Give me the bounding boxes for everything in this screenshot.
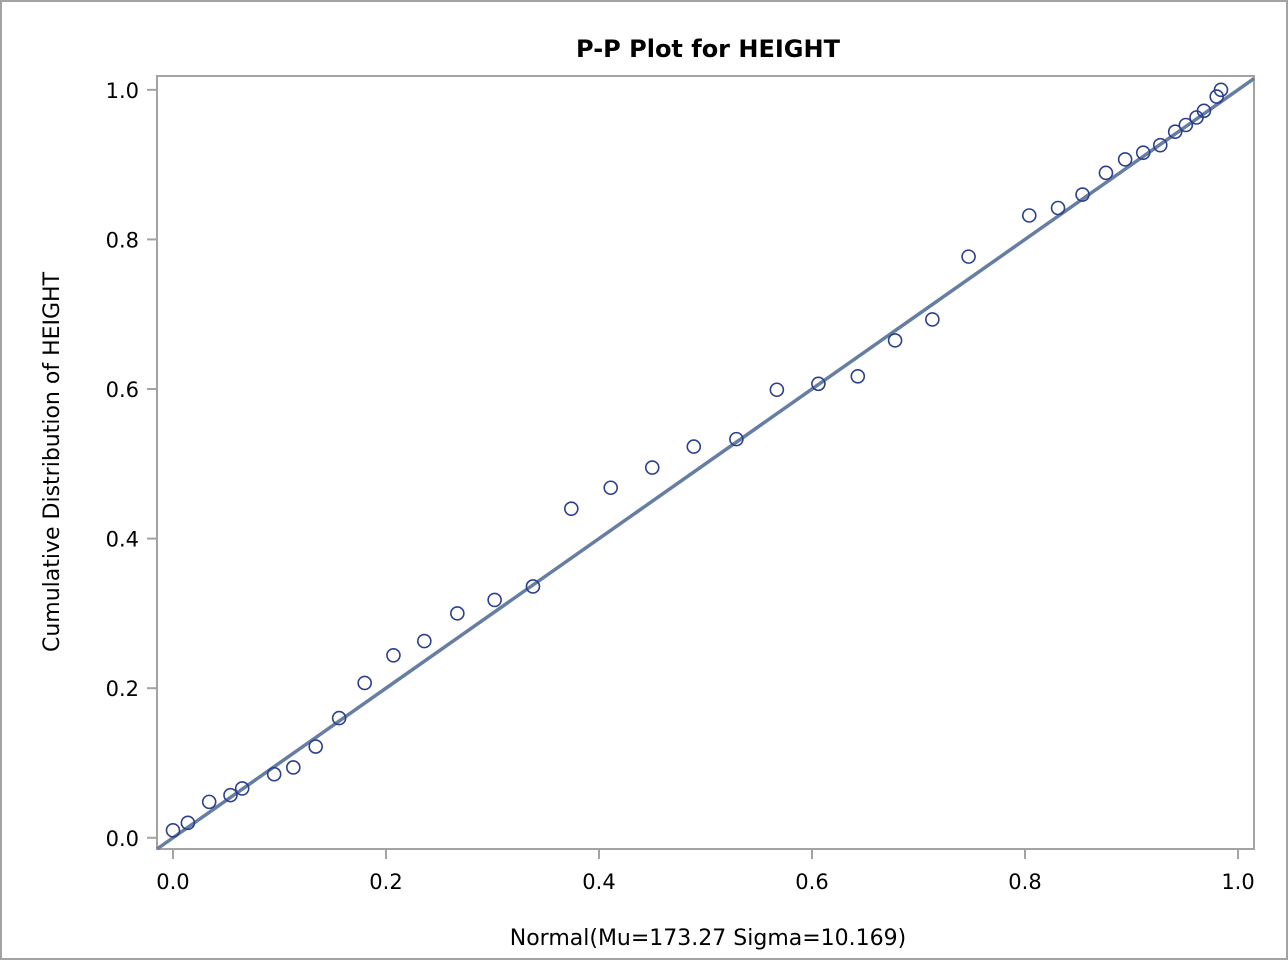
- data-point: [729, 431, 744, 447]
- data-point: [811, 376, 826, 392]
- data-point: [201, 794, 217, 810]
- data-point: [1117, 152, 1133, 167]
- y-tick-label: 1.0: [106, 79, 139, 103]
- y-tick-label: 0.8: [106, 228, 139, 252]
- y-tick-label: 0.4: [106, 528, 139, 552]
- reference-line-layer: [155, 77, 1256, 851]
- y-axis-title: Cumulative Distribution of HEIGHT: [40, 271, 65, 652]
- data-point: [1050, 200, 1066, 216]
- data-point: [417, 633, 432, 649]
- data-point: [357, 675, 372, 691]
- data-point: [386, 647, 401, 663]
- x-tick-label: 1.0: [1221, 870, 1254, 894]
- data-point: [887, 333, 903, 348]
- data-point: [180, 815, 196, 831]
- data-point: [1075, 187, 1090, 202]
- data-point: [1135, 145, 1151, 160]
- x-tick-label: 0.2: [369, 870, 402, 894]
- data-point: [450, 606, 465, 621]
- data-point: [165, 823, 181, 838]
- data-point: [961, 249, 976, 264]
- y-axis: 0.0 0.2 0.4 0.6 0.8 1.0: [106, 79, 157, 851]
- y-tick-label: 0.0: [106, 827, 139, 851]
- data-point: [1167, 124, 1183, 140]
- x-tick-label: 0.8: [1008, 870, 1041, 894]
- data-point: [769, 382, 785, 398]
- data-point: [525, 579, 541, 594]
- data-point: [266, 766, 282, 782]
- data-point: [644, 460, 660, 475]
- x-tick-label: 0.0: [156, 870, 189, 894]
- y-tick-label: 0.6: [106, 378, 139, 402]
- x-tick-label: 0.6: [795, 870, 828, 894]
- data-point: [487, 592, 502, 608]
- plot-area-frame: [156, 75, 1255, 850]
- data-point: [286, 760, 301, 775]
- data-point: [234, 781, 250, 796]
- data-point: [564, 501, 579, 516]
- data-point: [1152, 137, 1168, 153]
- data-point: [1021, 208, 1037, 223]
- chart-title: P-P Plot for HEIGHT: [576, 35, 841, 63]
- data-point: [686, 439, 702, 454]
- x-axis-title: Normal(Mu=173.27 Sigma=10.169): [510, 926, 906, 951]
- data-points: [165, 82, 1229, 838]
- data-point: [308, 739, 323, 754]
- data-point: [603, 480, 619, 496]
- data-point: [1213, 82, 1229, 98]
- x-axis: 0.0 0.2 0.4 0.6 0.8 1.0: [156, 849, 1255, 894]
- data-point: [331, 710, 347, 726]
- y-tick-label: 0.2: [106, 677, 139, 701]
- data-point: [925, 312, 940, 327]
- data-point: [1196, 103, 1212, 119]
- data-point: [223, 787, 238, 803]
- data-point: [850, 368, 866, 384]
- data-point: [1178, 117, 1194, 133]
- data-point: [1098, 165, 1114, 181]
- reference-line: [155, 77, 1256, 851]
- x-tick-label: 0.4: [582, 870, 615, 894]
